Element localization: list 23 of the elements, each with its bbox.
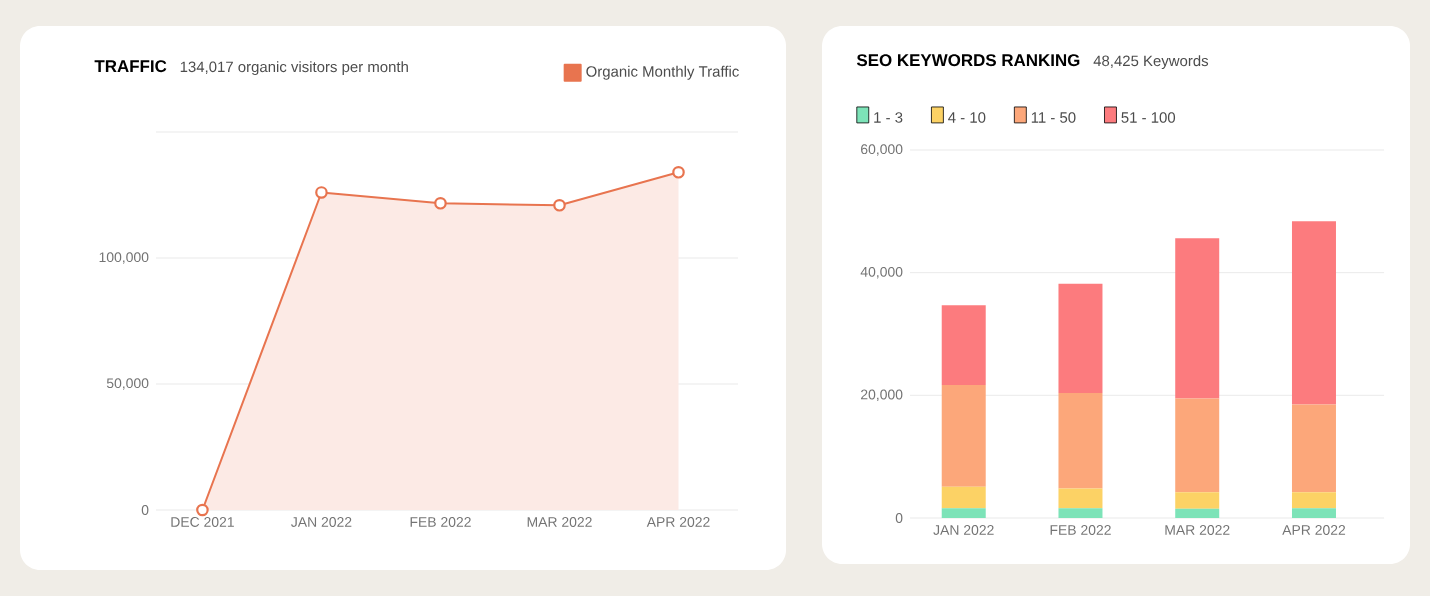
bar: [941, 508, 986, 518]
bar: [1291, 508, 1336, 518]
bar: [941, 305, 986, 385]
bar: [941, 384, 986, 487]
point: [196, 503, 209, 517]
bar: [1058, 392, 1103, 489]
point: [315, 186, 328, 199]
bar: [1058, 508, 1103, 518]
bar: [1058, 283, 1103, 393]
bar: [1175, 398, 1220, 493]
chart-title: SEO KEYWORDS RANKING: [856, 54, 1080, 67]
bar: [1175, 492, 1220, 509]
bar: [1291, 404, 1336, 493]
point: [672, 166, 685, 179]
bar: [1175, 238, 1220, 399]
bar: [941, 486, 986, 509]
bar: [1291, 221, 1336, 405]
chart-title: TRAFFIC: [94, 60, 167, 73]
bar: [1175, 508, 1220, 518]
point: [553, 199, 566, 212]
point: [434, 197, 447, 210]
bar: [1058, 488, 1103, 509]
bar: [1291, 492, 1336, 509]
